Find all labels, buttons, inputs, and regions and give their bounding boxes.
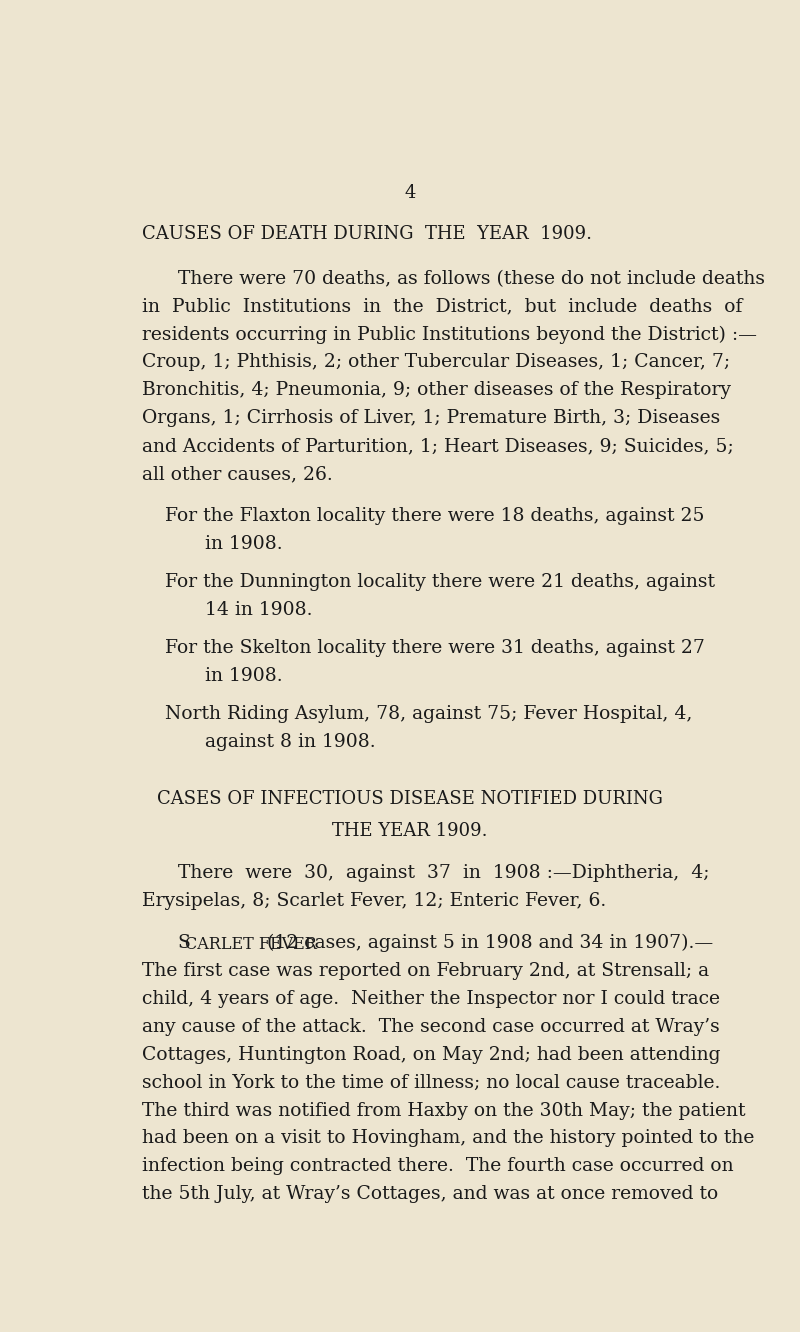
Text: infection being contracted there.  The fourth case occurred on: infection being contracted there. The fo…: [142, 1158, 734, 1175]
Text: Croup, 1; Phthisis, 2; other Tubercular Diseases, 1; Cancer, 7;: Croup, 1; Phthisis, 2; other Tubercular …: [142, 353, 730, 372]
Text: in 1908.: in 1908.: [206, 535, 283, 553]
Text: Erysipelas, 8; Scarlet Fever, 12; Enteric Fever, 6.: Erysipelas, 8; Scarlet Fever, 12; Enteri…: [142, 892, 606, 910]
Text: For the Flaxton locality there were 18 deaths, against 25: For the Flaxton locality there were 18 d…: [165, 507, 705, 525]
Text: and Accidents of Parturition, 1; Heart Diseases, 9; Suicides, 5;: and Accidents of Parturition, 1; Heart D…: [142, 437, 734, 456]
Text: For the Skelton locality there were 31 deaths, against 27: For the Skelton locality there were 31 d…: [165, 639, 705, 657]
Text: There were 70 deaths, as follows (these do not include deaths: There were 70 deaths, as follows (these …: [178, 269, 765, 288]
Text: For the Dunnington locality there were 21 deaths, against: For the Dunnington locality there were 2…: [165, 573, 715, 591]
Text: against 8 in 1908.: against 8 in 1908.: [206, 733, 376, 751]
Text: Organs, 1; Cirrhosis of Liver, 1; Premature Birth, 3; Diseases: Organs, 1; Cirrhosis of Liver, 1; Premat…: [142, 409, 721, 428]
Text: child, 4 years of age.  Neither the Inspector nor I could trace: child, 4 years of age. Neither the Inspe…: [142, 990, 720, 1008]
Text: Cottages, Huntington Road, on May 2nd; had been attending: Cottages, Huntington Road, on May 2nd; h…: [142, 1046, 721, 1064]
Text: S: S: [178, 934, 190, 952]
Text: CASES OF INFECTIOUS DISEASE NOTIFIED DURING: CASES OF INFECTIOUS DISEASE NOTIFIED DUR…: [157, 790, 663, 807]
Text: The third was notified from Haxby on the 30th May; the patient: The third was notified from Haxby on the…: [142, 1102, 746, 1120]
Text: The first case was reported on February 2nd, at Strensall; a: The first case was reported on February …: [142, 962, 710, 980]
Text: 4: 4: [404, 184, 416, 202]
Text: CARLET FEVER: CARLET FEVER: [185, 936, 317, 952]
Text: in 1908.: in 1908.: [206, 667, 283, 685]
Text: in  Public  Institutions  in  the  District,  but  include  deaths  of: in Public Institutions in the District, …: [142, 297, 742, 316]
Text: THE YEAR 1909.: THE YEAR 1909.: [332, 822, 488, 839]
Text: all other causes, 26.: all other causes, 26.: [142, 465, 333, 484]
Text: had been on a visit to Hovingham, and the history pointed to the: had been on a visit to Hovingham, and th…: [142, 1130, 754, 1147]
Text: North Riding Asylum, 78, against 75; Fever Hospital, 4,: North Riding Asylum, 78, against 75; Fev…: [165, 705, 693, 723]
Text: the 5th July, at Wray’s Cottages, and was at once removed to: the 5th July, at Wray’s Cottages, and wa…: [142, 1185, 718, 1203]
Text: Bronchitis, 4; Pneumonia, 9; other diseases of the Respiratory: Bronchitis, 4; Pneumonia, 9; other disea…: [142, 381, 731, 400]
Text: CAUSES OF DEATH DURING  THE  YEAR  1909.: CAUSES OF DEATH DURING THE YEAR 1909.: [142, 225, 592, 244]
Text: (12 cases, against 5 in 1908 and 34 in 1907).—: (12 cases, against 5 in 1908 and 34 in 1…: [261, 934, 713, 952]
Text: any cause of the attack.  The second case occurred at Wray’s: any cause of the attack. The second case…: [142, 1018, 720, 1036]
Text: 14 in 1908.: 14 in 1908.: [206, 601, 313, 619]
Text: school in York to the time of illness; no local cause traceable.: school in York to the time of illness; n…: [142, 1074, 721, 1092]
Text: There  were  30,  against  37  in  1908 :—Diphtheria,  4;: There were 30, against 37 in 1908 :—Diph…: [178, 864, 709, 882]
Text: residents occurring in Public Institutions beyond the District) :—: residents occurring in Public Institutio…: [142, 325, 757, 344]
